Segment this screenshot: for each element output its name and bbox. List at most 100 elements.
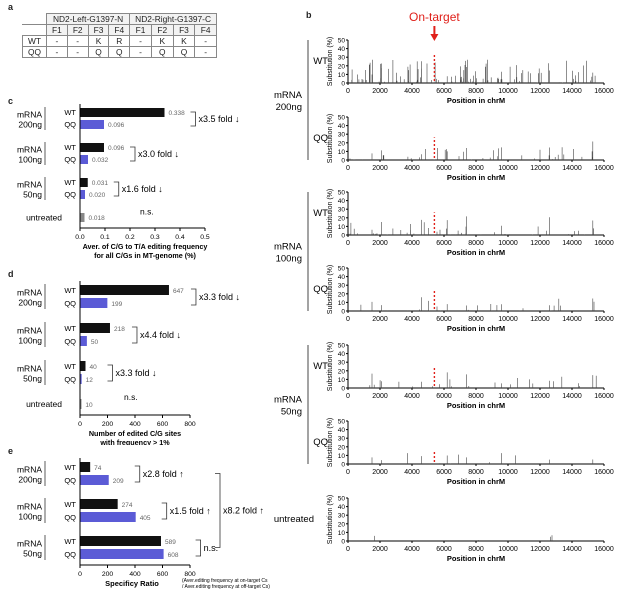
on-target-label: On-target [409,10,460,24]
y-tick-label: 20 [338,140,346,147]
x-tick-label: 200 [102,571,114,578]
group-subtitle: 200ng [18,298,42,308]
y-tick-label: 50 [338,343,346,350]
x-tick-label: 8000 [468,165,484,172]
x-tick-label: 6000 [436,546,452,553]
bar-value-label: 405 [140,515,151,522]
x-tick-label: 12000 [530,165,550,172]
x-tick-label: 6000 [436,393,452,400]
bar [80,120,104,129]
table-row-label: WT [21,35,48,47]
x-tick-label: 2000 [372,469,388,476]
x-axis-title: Position in chrM [447,96,505,105]
x-axis-title: Position in chrM [447,477,505,486]
substitution-bars [374,535,553,541]
table-cell: Q [87,46,110,58]
x-tick-label: 14000 [562,316,582,323]
bar-value-label: 10 [85,402,93,409]
y-tick-label: 20 [338,291,346,298]
bar-label: WT [64,178,76,187]
group-subtitle: 50ng [23,549,42,559]
panel-label-a: a [8,2,14,12]
bar [80,285,169,295]
y-tick-label: 40 [338,46,346,53]
table-cell: Q [150,46,174,58]
x-tick-label: 4000 [404,546,420,553]
axis-note: / Aver.editing frequency at off-target C… [182,584,270,590]
table-col-header: F2 [150,24,174,36]
outer-fold-label: x8.2 fold ↑ [223,506,264,516]
ns-label: n.s. [204,543,219,553]
x-tick-label: 0 [346,240,350,247]
x-tick-label: 2000 [372,240,388,247]
x-tick-label: 8000 [468,240,484,247]
panel-label-c: c [8,96,14,106]
x-tick-label: 6000 [436,469,452,476]
x-tick-label: 2000 [372,165,388,172]
panel-sample-label: WT [313,208,328,219]
outer-fold-bracket [215,473,221,548]
table-cell: K [87,35,110,47]
y-tick-label: 10 [338,530,346,537]
y-tick-label: 30 [338,360,346,367]
bar-label: QQ [64,513,76,522]
x-tick-label: 10000 [498,316,518,323]
group-subtitle: 200ng [18,120,42,130]
fold-change-label: x4.4 fold ↓ [140,330,181,340]
x-tick-label: 4000 [404,469,420,476]
bar-value-label: 50 [91,339,99,346]
substitution-bars [369,372,597,388]
group-title: mRNA [17,326,42,336]
fold-change-label: x1.6 fold ↓ [122,184,163,194]
y-tick-label: 20 [338,63,346,70]
x-tick-label: 0 [346,88,350,95]
bar-label: WT [64,286,76,295]
y-tick-label: 50 [338,115,346,122]
bar-value-label: 274 [122,502,133,509]
x-tick-label: 4000 [404,240,420,247]
x-tick-label: 10000 [498,165,518,172]
on-target-arrow-icon [430,34,439,41]
x-tick-label: 0 [78,421,82,428]
y-tick-label: 50 [338,38,346,45]
fold-change-label: x2.8 fold ↑ [143,469,184,479]
group-title: mRNA [17,145,42,155]
panel-sample-label: QQ [313,133,328,144]
bar [80,108,165,117]
bar [80,190,85,199]
x-tick-label: 8000 [468,88,484,95]
x-tick-label: 2000 [372,546,388,553]
fold-change-label: x3.5 fold ↓ [199,114,240,124]
bar-value-label: 218 [114,326,125,333]
dose-label: mRNA [274,395,303,406]
y-tick-label: 50 [338,266,346,273]
group-title: mRNA [17,288,42,298]
group-title: mRNA [17,539,42,549]
x-tick-label: 4000 [404,316,420,323]
x-tick-label: 0 [346,316,350,323]
x-tick-label: 0 [346,165,350,172]
y-axis-title: Substitution (%) [327,342,334,391]
substitution-bars [351,59,596,83]
bar [80,323,110,333]
group-title: mRNA [17,502,42,512]
x-tick-label: 4000 [404,165,420,172]
y-tick-label: 20 [338,368,346,375]
bar-label: WT [64,324,76,333]
panel-label-b: b [306,10,312,20]
table-row-label: QQ [21,46,48,58]
substitution-bars [360,297,595,311]
y-tick-label: 10 [338,72,346,79]
y-tick-label: 40 [338,198,346,205]
y-tick-label: 20 [338,444,346,451]
y-tick-label: 10 [338,300,346,307]
y-tick-label: 0 [341,539,345,546]
x-axis-title: Number of edited C/G sites [89,429,181,438]
x-axis-title: Aver. of C/G to T/A editing frequency [83,242,208,251]
y-axis-title: Substitution (%) [327,37,334,86]
x-tick-label: 16000 [594,546,614,553]
x-tick-label: 8000 [468,469,484,476]
